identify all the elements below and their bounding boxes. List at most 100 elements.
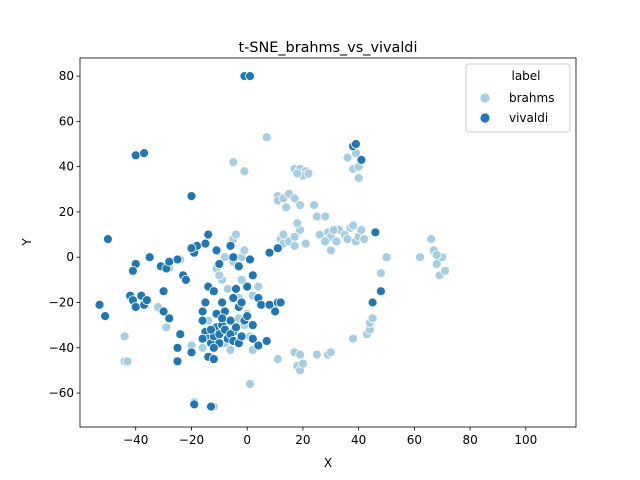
brahms-point xyxy=(289,193,300,204)
x-tick-label: −20 xyxy=(179,433,204,447)
legend-box xyxy=(465,63,571,133)
vivaldi-point xyxy=(197,306,208,317)
brahms-point xyxy=(381,252,392,263)
brahms-point xyxy=(320,211,331,222)
brahms-point xyxy=(331,236,342,247)
vivaldi-point xyxy=(247,320,258,331)
brahms-point xyxy=(197,342,208,353)
vivaldi-point xyxy=(247,270,258,281)
brahms-point xyxy=(239,166,250,177)
x-tick-label: 0 xyxy=(243,433,251,447)
brahms-point xyxy=(359,234,370,245)
y-axis-label: Y xyxy=(20,238,34,247)
vivaldi-point xyxy=(197,333,208,344)
brahms-point xyxy=(228,157,239,168)
brahms-point xyxy=(342,152,353,163)
vivaldi-point xyxy=(367,297,378,308)
brahms-point xyxy=(253,281,264,292)
brahms-point xyxy=(245,379,255,389)
y-tick-label: 0 xyxy=(66,250,74,264)
x-tick-label: −40 xyxy=(123,433,148,447)
brahms-point xyxy=(122,356,133,367)
vivaldi-point xyxy=(139,148,150,159)
x-tick-label: 20 xyxy=(295,433,310,447)
legend-marker-vivaldi xyxy=(479,112,491,124)
y-axis: −60 −40 −20 0 20 40 60 80 xyxy=(49,69,80,400)
brahms-point xyxy=(281,202,292,213)
legend-label-brahms: brahms xyxy=(509,91,554,105)
vivaldi-point xyxy=(200,297,211,308)
vivaldi-point xyxy=(231,283,241,294)
points-layer xyxy=(94,71,450,412)
vivaldi-point xyxy=(253,340,264,351)
brahms-point xyxy=(278,229,289,240)
vivaldi-point xyxy=(186,243,197,254)
vivaldi-point xyxy=(350,139,361,149)
vivaldi-point xyxy=(211,245,222,256)
vivaldi-point xyxy=(175,329,186,340)
vivaldi-point xyxy=(242,311,253,322)
vivaldi-point xyxy=(208,342,219,353)
brahms-point xyxy=(225,345,236,355)
vivaldi-point xyxy=(206,401,216,412)
brahms-point xyxy=(161,322,172,333)
vivaldi-point xyxy=(206,324,216,335)
brahms-point xyxy=(353,173,364,183)
vivaldi-point xyxy=(256,299,267,310)
x-axis: −40 −20 0 20 40 60 80 100 xyxy=(123,427,537,447)
brahms-point xyxy=(297,358,308,369)
brahms-point xyxy=(222,283,233,294)
vivaldi-point xyxy=(141,295,152,306)
brahms-point xyxy=(348,333,359,344)
vivaldi-point xyxy=(370,227,381,238)
legend: label brahms vivaldi xyxy=(465,63,571,133)
vivaldi-point xyxy=(164,256,175,267)
brahms-point xyxy=(119,331,130,342)
vivaldi-point xyxy=(214,259,225,269)
brahms-point xyxy=(311,349,322,360)
brahms-point xyxy=(214,270,225,281)
vivaldi-point xyxy=(172,254,183,265)
brahms-point xyxy=(239,245,250,256)
brahms-point xyxy=(356,225,367,235)
brahms-point xyxy=(231,229,241,240)
vivaldi-point xyxy=(247,333,258,344)
vivaldi-point xyxy=(180,274,191,285)
vivaldi-point xyxy=(272,243,283,254)
brahms-point xyxy=(311,211,322,222)
brahms-point xyxy=(292,168,303,179)
y-tick-label: 40 xyxy=(59,160,74,174)
brahms-point xyxy=(328,225,339,235)
vivaldi-point xyxy=(228,252,239,263)
vivaldi-point xyxy=(103,234,113,245)
brahms-point xyxy=(309,200,320,211)
y-tick-label: −20 xyxy=(49,295,74,309)
chart-title: t-SNE_brahms_vs_vivaldi xyxy=(239,40,418,56)
x-axis-label: X xyxy=(324,456,332,470)
vivaldi-point xyxy=(217,313,228,324)
brahms-point xyxy=(295,200,306,211)
vivaldi-point xyxy=(172,342,183,353)
vivaldi-point xyxy=(236,297,247,308)
vivaldi-point xyxy=(158,286,169,297)
brahms-point xyxy=(295,349,306,360)
vivaldi-point xyxy=(270,306,281,317)
vivaldi-point xyxy=(172,356,183,367)
brahms-point xyxy=(303,168,314,179)
vivaldi-point xyxy=(130,302,141,312)
x-tick-label: 60 xyxy=(407,433,422,447)
x-tick-label: 40 xyxy=(351,433,366,447)
brahms-point xyxy=(272,354,283,365)
brahms-point xyxy=(440,265,450,276)
brahms-point xyxy=(292,218,303,229)
vivaldi-point xyxy=(228,293,239,303)
brahms-point xyxy=(342,234,353,245)
brahms-point xyxy=(325,347,336,358)
brahms-point xyxy=(289,240,300,251)
y-tick-label: −60 xyxy=(49,386,74,400)
vivaldi-point xyxy=(242,281,253,292)
vivaldi-point xyxy=(164,313,175,324)
y-tick-label: 80 xyxy=(59,69,74,83)
vivaldi-point xyxy=(356,154,367,165)
vivaldi-point xyxy=(200,238,211,249)
